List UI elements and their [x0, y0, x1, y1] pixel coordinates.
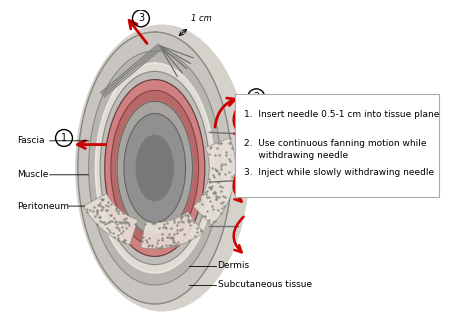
Ellipse shape — [89, 51, 221, 285]
Text: Dermis: Dermis — [218, 261, 250, 270]
FancyBboxPatch shape — [236, 94, 439, 197]
Text: 1.  Insert needle 0.5-1 cm into tissue plane: 1. Insert needle 0.5-1 cm into tissue pl… — [244, 110, 439, 119]
Ellipse shape — [100, 72, 210, 264]
Text: 2: 2 — [253, 92, 259, 102]
Ellipse shape — [124, 114, 185, 222]
Wedge shape — [193, 138, 236, 225]
Text: 1: 1 — [61, 133, 67, 143]
Text: 3: 3 — [138, 13, 144, 24]
Ellipse shape — [96, 63, 214, 273]
Text: Subcutaneous tissue: Subcutaneous tissue — [218, 281, 311, 289]
Ellipse shape — [105, 80, 205, 256]
Text: 1 cm: 1 cm — [191, 14, 212, 23]
Ellipse shape — [76, 25, 249, 311]
Wedge shape — [83, 194, 138, 245]
Ellipse shape — [111, 90, 199, 246]
Text: Fascia: Fascia — [17, 136, 45, 145]
Text: 3.  Inject while slowly withdrawing needle: 3. Inject while slowly withdrawing needl… — [244, 168, 434, 177]
Ellipse shape — [117, 101, 192, 235]
Ellipse shape — [137, 135, 173, 201]
Wedge shape — [141, 212, 203, 249]
Text: 2.  Use continuous fanning motion while
     withdrawing needle: 2. Use continuous fanning motion while w… — [244, 139, 427, 160]
Text: Peritoneum: Peritoneum — [17, 202, 69, 211]
Ellipse shape — [78, 32, 232, 304]
Text: Muscle: Muscle — [17, 170, 48, 179]
